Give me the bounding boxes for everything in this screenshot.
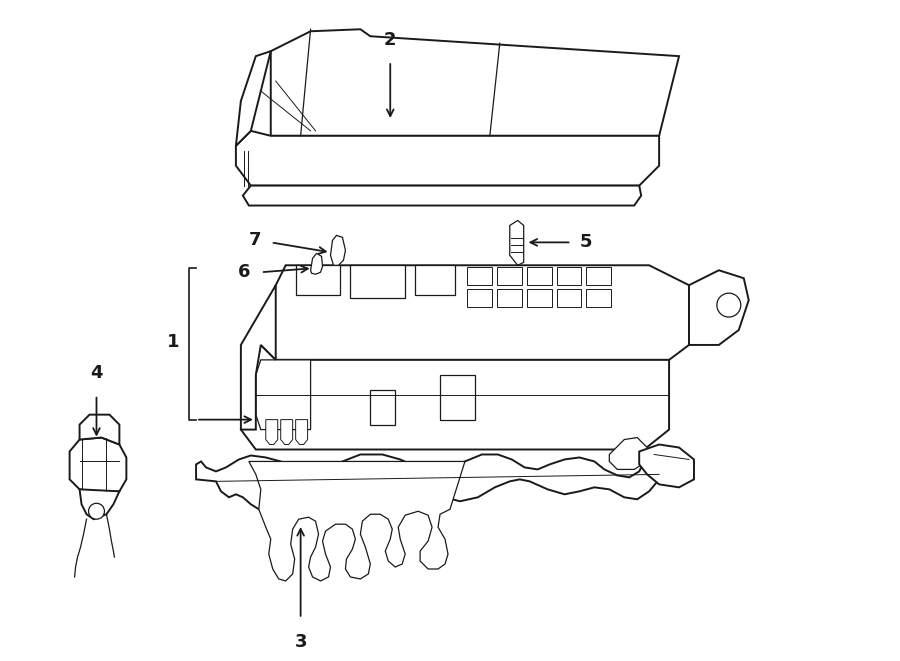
Polygon shape bbox=[310, 253, 322, 274]
Polygon shape bbox=[281, 420, 292, 444]
Bar bbox=[370, 390, 395, 424]
Polygon shape bbox=[330, 235, 346, 265]
Text: 2: 2 bbox=[384, 31, 397, 49]
Polygon shape bbox=[271, 29, 679, 136]
Text: 5: 5 bbox=[580, 233, 592, 251]
Polygon shape bbox=[415, 265, 455, 295]
Polygon shape bbox=[241, 345, 669, 449]
Polygon shape bbox=[509, 221, 524, 265]
Text: 1: 1 bbox=[166, 333, 179, 351]
Bar bbox=[467, 289, 491, 307]
Polygon shape bbox=[79, 489, 120, 519]
Bar bbox=[467, 267, 491, 285]
Text: 6: 6 bbox=[238, 263, 251, 281]
Polygon shape bbox=[639, 444, 694, 487]
Polygon shape bbox=[296, 420, 308, 444]
Polygon shape bbox=[689, 270, 749, 345]
Text: 3: 3 bbox=[294, 633, 307, 650]
Polygon shape bbox=[236, 131, 659, 186]
Polygon shape bbox=[296, 265, 340, 295]
Polygon shape bbox=[236, 51, 271, 146]
Polygon shape bbox=[196, 455, 667, 509]
Text: 7: 7 bbox=[248, 231, 261, 249]
Bar bbox=[556, 289, 581, 307]
Bar bbox=[587, 267, 611, 285]
Bar bbox=[556, 267, 581, 285]
Polygon shape bbox=[350, 265, 405, 298]
Text: 4: 4 bbox=[90, 364, 103, 382]
Polygon shape bbox=[609, 438, 647, 469]
Polygon shape bbox=[69, 438, 126, 494]
Polygon shape bbox=[248, 461, 465, 581]
Bar bbox=[587, 289, 611, 307]
Bar bbox=[497, 289, 522, 307]
Polygon shape bbox=[266, 420, 278, 444]
Bar bbox=[497, 267, 522, 285]
Circle shape bbox=[717, 293, 741, 317]
Polygon shape bbox=[79, 414, 120, 444]
Bar bbox=[440, 375, 475, 420]
Bar bbox=[526, 289, 552, 307]
Polygon shape bbox=[256, 360, 310, 430]
Polygon shape bbox=[241, 285, 275, 430]
Polygon shape bbox=[243, 186, 641, 206]
Circle shape bbox=[88, 503, 104, 519]
Polygon shape bbox=[261, 265, 689, 360]
Bar bbox=[526, 267, 552, 285]
